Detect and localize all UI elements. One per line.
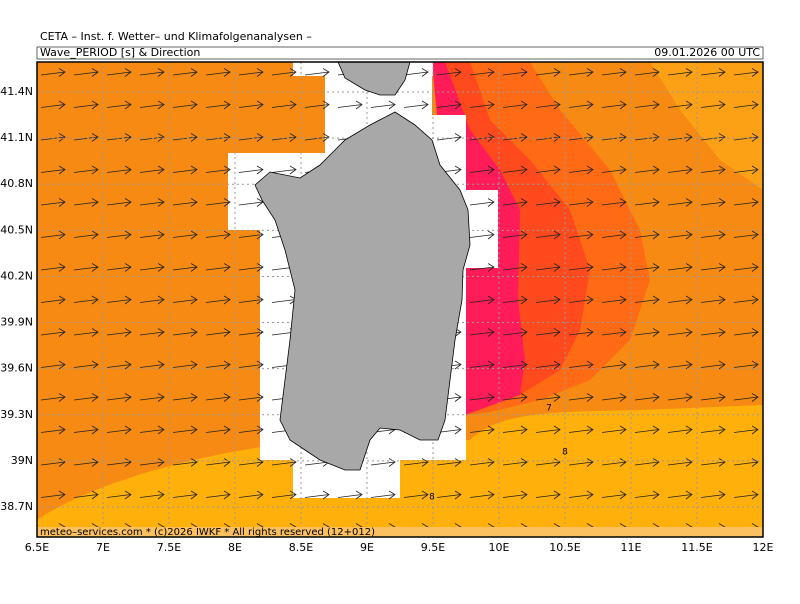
lat-tick-label: 38.7N <box>0 500 33 513</box>
header-box <box>36 46 764 60</box>
lat-tick-label: 39N <box>11 454 33 467</box>
lon-tick-label: 10.5E <box>549 541 580 554</box>
footer-strip <box>37 527 763 537</box>
lon-tick-label: 11.5E <box>681 541 712 554</box>
contour-label: 7 <box>546 404 552 414</box>
lon-tick-label: 12E <box>753 541 774 554</box>
lon-tick-label: 8E <box>228 541 242 554</box>
axis-labels: 6.5E 7E 7.5E 8E 8.5E 9E 9.5E 10E 10.5E 11E 11.5E 12… <box>0 85 773 554</box>
product-name: Wave_PERIOD [s] & Direction <box>40 46 200 59</box>
lon-tick-label: 9.5E <box>421 541 445 554</box>
lon-tick-label: 9E <box>360 541 374 554</box>
map-frame <box>36 61 764 538</box>
lon-tick-label: 8.5E <box>289 541 313 554</box>
lat-tick-label: 41.1N <box>0 131 33 144</box>
lat-tick-label: 39.6N <box>0 362 33 375</box>
lat-tick-label: 41.4N <box>0 85 33 98</box>
contour-label: 8 <box>429 493 435 503</box>
lon-tick-label: 7E <box>96 541 110 554</box>
graticule <box>37 62 763 537</box>
sardinia <box>254 111 471 471</box>
contour-label: 8 <box>562 448 568 458</box>
lat-tick-label: 40.2N <box>0 269 33 282</box>
lon-tick-label: 7.5E <box>157 541 181 554</box>
lat-tick-label: 40.5N <box>0 223 33 236</box>
lat-tick-label: 39.3N <box>0 408 33 421</box>
footer-text: meteo–services.com * (c)2026 IWKF * All … <box>40 527 375 538</box>
lon-tick-label: 6.5E <box>25 541 49 554</box>
map-area: meteo–services.com * (c)2026 IWKF * All … <box>37 62 763 538</box>
lat-tick-label: 40.8N <box>0 177 33 190</box>
lat-tick-label: 39.9N <box>0 316 33 329</box>
lon-tick-label: 10E <box>489 541 510 554</box>
lon-tick-label: 11E <box>621 541 642 554</box>
valid-time: 09.01.2026 00 UTC <box>654 46 760 59</box>
corsica <box>337 62 411 96</box>
header-title: CETA – Inst. f. Wetter– und Klimafolgena… <box>40 30 312 43</box>
